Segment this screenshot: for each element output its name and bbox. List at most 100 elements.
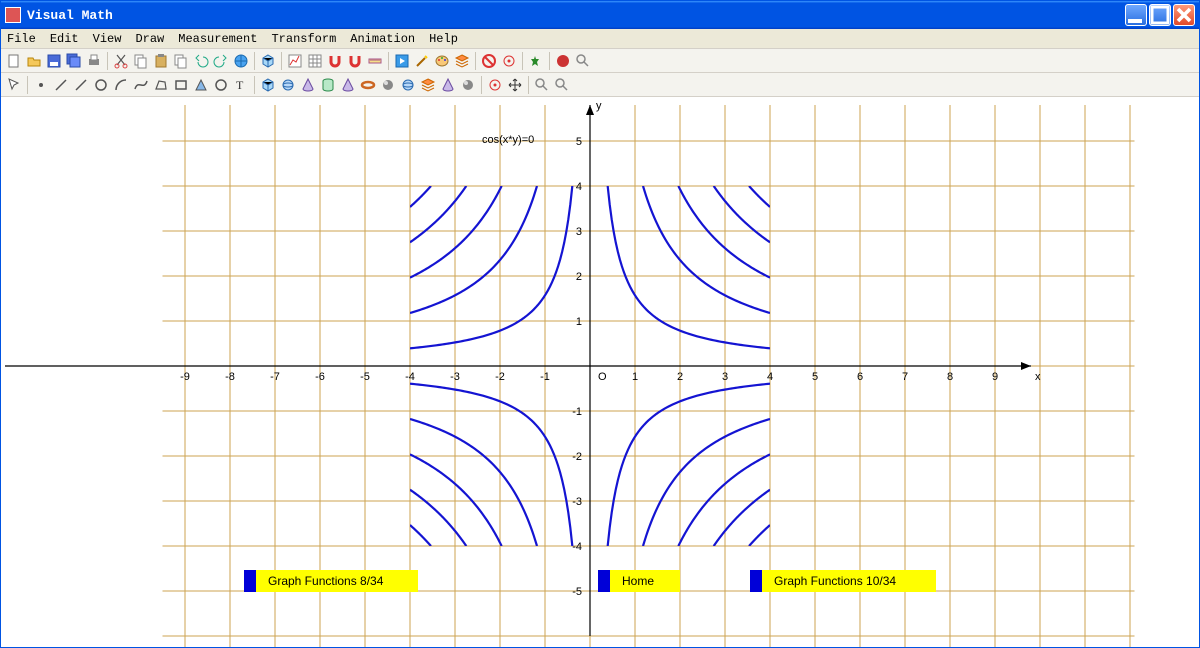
save-icon[interactable]: [45, 52, 63, 70]
svg-text:-5: -5: [360, 371, 370, 383]
svg-text:-8: -8: [225, 371, 235, 383]
arc-icon[interactable]: [112, 76, 130, 94]
close-button[interactable]: [1173, 4, 1195, 26]
menu-draw[interactable]: Draw: [135, 32, 164, 46]
circle-icon[interactable]: [92, 76, 110, 94]
cut-icon[interactable]: [112, 52, 130, 70]
svg-text:-2: -2: [572, 451, 582, 463]
point-icon[interactable]: [32, 76, 50, 94]
menu-help[interactable]: Help: [429, 32, 458, 46]
torus-icon[interactable]: [359, 76, 377, 94]
sphere-icon[interactable]: [279, 76, 297, 94]
stop-icon[interactable]: [554, 52, 572, 70]
menu-edit[interactable]: Edit: [50, 32, 79, 46]
polygon-icon[interactable]: [152, 76, 170, 94]
text-icon[interactable]: T: [232, 76, 250, 94]
nav-next[interactable]: Graph Functions 10/34: [750, 570, 936, 592]
svg-text:-3: -3: [450, 371, 460, 383]
trace-icon[interactable]: [486, 76, 504, 94]
cube-icon[interactable]: [259, 76, 277, 94]
cancel-icon[interactable]: [480, 52, 498, 70]
nav-prev-label[interactable]: Graph Functions 8/34: [256, 570, 418, 592]
paste-icon[interactable]: [152, 52, 170, 70]
nav-next-label[interactable]: Graph Functions 10/34: [762, 570, 936, 592]
nav-home-handle[interactable]: [598, 570, 610, 592]
toolbar-separator: [388, 52, 389, 70]
play-icon[interactable]: [393, 52, 411, 70]
copy-icon[interactable]: [132, 52, 150, 70]
clipboard-icon[interactable]: [172, 52, 190, 70]
app-icon: [5, 7, 21, 23]
nav-prev-handle[interactable]: [244, 570, 256, 592]
rect-icon[interactable]: [172, 76, 190, 94]
svg-text:9: 9: [992, 371, 998, 383]
toolbar-separator: [27, 76, 28, 94]
layers-icon[interactable]: [453, 52, 471, 70]
toolbar-file: [1, 49, 1199, 73]
snap-icon[interactable]: [326, 52, 344, 70]
toolbar-separator: [549, 52, 550, 70]
svg-text:3: 3: [722, 371, 728, 383]
maximize-button[interactable]: [1149, 4, 1171, 26]
ruler-icon[interactable]: [366, 52, 384, 70]
shade-icon[interactable]: [379, 76, 397, 94]
svg-text:5: 5: [576, 136, 582, 148]
menu-view[interactable]: View: [93, 32, 122, 46]
canvas[interactable]: -9-8-7-6-5-4-3-2-1123456789-5-4-3-2-1123…: [1, 97, 1199, 647]
target-icon[interactable]: [500, 52, 518, 70]
run-icon[interactable]: [527, 52, 545, 70]
window-buttons: [1125, 4, 1195, 26]
spline-icon[interactable]: [132, 76, 150, 94]
app-window: Visual Math File Edit View Draw Measurem…: [0, 0, 1200, 648]
svg-text:-4: -4: [572, 541, 582, 553]
svg-text:-6: -6: [315, 371, 325, 383]
saveall-icon[interactable]: [65, 52, 83, 70]
nav-next-handle[interactable]: [750, 570, 762, 592]
ellipse-icon[interactable]: [212, 76, 230, 94]
redo-icon[interactable]: [212, 52, 230, 70]
new-icon[interactable]: [5, 52, 23, 70]
segment-icon[interactable]: [72, 76, 90, 94]
pointer-icon[interactable]: [5, 76, 23, 94]
svg-text:5: 5: [812, 371, 818, 383]
move-icon[interactable]: [506, 76, 524, 94]
triangle-icon[interactable]: [192, 76, 210, 94]
chart-icon[interactable]: [286, 52, 304, 70]
cylinder-icon[interactable]: [319, 76, 337, 94]
prism-icon[interactable]: [439, 76, 457, 94]
nav-home[interactable]: Home: [598, 570, 680, 592]
zoomout-icon[interactable]: [553, 76, 571, 94]
toolbar-separator: [107, 52, 108, 70]
cone-icon[interactable]: [299, 76, 317, 94]
toolbar-separator: [281, 52, 282, 70]
menu-animation[interactable]: Animation: [350, 32, 415, 46]
nav-home-label[interactable]: Home: [610, 570, 680, 592]
svg-text:y: y: [596, 100, 602, 112]
open-icon[interactable]: [25, 52, 43, 70]
zoom-icon[interactable]: [574, 52, 592, 70]
undo-icon[interactable]: [192, 52, 210, 70]
toolbar-separator: [481, 76, 482, 94]
web-icon[interactable]: [232, 52, 250, 70]
svg-text:x: x: [1035, 371, 1041, 383]
wand-icon[interactable]: [413, 52, 431, 70]
pyramid-icon[interactable]: [339, 76, 357, 94]
print-icon[interactable]: [85, 52, 103, 70]
menu-transform[interactable]: Transform: [271, 32, 336, 46]
palette-icon[interactable]: [433, 52, 451, 70]
zoomin-icon[interactable]: [533, 76, 551, 94]
equation-label: cos(x*y)=0: [482, 134, 534, 146]
ball-icon[interactable]: [399, 76, 417, 94]
menu-measurement[interactable]: Measurement: [178, 32, 257, 46]
minimize-button[interactable]: [1125, 4, 1147, 26]
grid-icon[interactable]: [306, 52, 324, 70]
solid-icon[interactable]: [459, 76, 477, 94]
nav-prev[interactable]: Graph Functions 8/34: [244, 570, 418, 592]
layers3d-icon[interactable]: [419, 76, 437, 94]
svg-text:-9: -9: [180, 371, 190, 383]
3d-icon[interactable]: [259, 52, 277, 70]
svg-text:-3: -3: [572, 496, 582, 508]
menu-file[interactable]: File: [7, 32, 36, 46]
snap2-icon[interactable]: [346, 52, 364, 70]
line-icon[interactable]: [52, 76, 70, 94]
